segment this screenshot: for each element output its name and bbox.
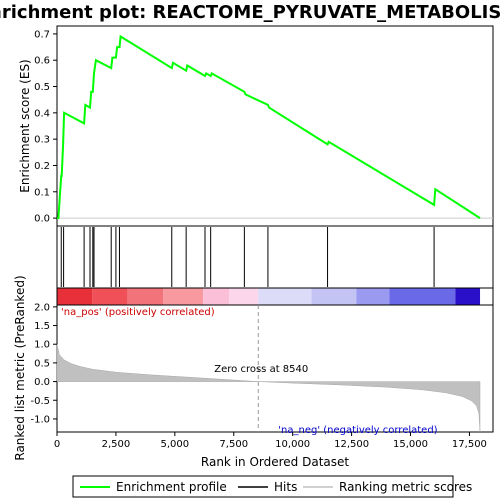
es-panel-frame xyxy=(56,25,494,227)
legend: Enrichment profile Hits Ranking metric s… xyxy=(72,475,472,498)
legend-label-metric: Ranking metric scores xyxy=(339,480,472,494)
x-tick-label: 17,500 xyxy=(452,439,487,450)
colorbar-segment xyxy=(455,288,481,305)
es-y-tick-label: 0.5 xyxy=(34,82,50,93)
metric-y-tick-label: 0.5 xyxy=(34,358,50,369)
es-y-tick-label: 0.3 xyxy=(34,135,50,146)
es-y-label: Enrichment score (ES) xyxy=(18,59,32,192)
chart-title: Enrichment plot: REACTOME_PYRUVATE_METAB… xyxy=(0,2,500,23)
es-y-tick-label: 0.4 xyxy=(34,108,50,119)
metric-panel-frame xyxy=(56,304,494,433)
es-panel: 0.0 0.1 0.2 0.3 0.4 0.5 0.6 0.7 Enrichment scor… xyxy=(18,25,494,227)
colorbar-segment xyxy=(311,288,357,305)
x-tick-label: 12,500 xyxy=(334,439,369,450)
hits-panel-frame xyxy=(56,225,494,289)
negative-correlation-label: 'na_neg' (negatively correlated) xyxy=(278,425,437,436)
metric-y-axis: -1.0 -0.5 0.0 0.5 1.0 1.5 2.0 xyxy=(30,302,57,425)
colorbar-segment xyxy=(92,288,128,305)
colorbar-segment xyxy=(258,288,312,305)
x-axis: 0 2,500 5,000 7,500 10,000 12,500 15,000 17,500 xyxy=(54,432,487,450)
x-tick-label: 7,500 xyxy=(219,439,248,450)
metric-y-tick-label: 2.0 xyxy=(34,302,50,313)
x-tick-label: 2,500 xyxy=(102,439,131,450)
metric-y-tick-label: 1.0 xyxy=(34,340,50,351)
ranking-metric-area xyxy=(56,344,481,433)
x-axis-label: Rank in Ordered Dataset xyxy=(201,455,349,469)
es-y-tick-label: 0.7 xyxy=(34,29,50,40)
colorbar-segment xyxy=(389,288,456,305)
colorbar-segment xyxy=(163,288,204,305)
hit-lines xyxy=(60,227,435,287)
metric-y-tick-label: 1.5 xyxy=(34,321,50,332)
colorbar-segment xyxy=(356,288,390,305)
es-y-tick-label: 0.0 xyxy=(34,214,50,225)
x-tick-label: 15,000 xyxy=(393,439,428,450)
colorbar-segment xyxy=(127,288,164,305)
zero-cross-label: Zero cross at 8540 xyxy=(214,364,308,375)
es-y-tick-label: 0.2 xyxy=(34,161,50,172)
metric-panel: -1.0 -0.5 0.0 0.5 1.0 1.5 2.0 'na_pos' (positi… xyxy=(13,275,494,461)
metric-y-tick-label: -0.5 xyxy=(30,396,50,407)
es-y-tick-label: 0.6 xyxy=(34,56,50,67)
es-y-axis: 0.0 0.1 0.2 0.3 0.4 0.5 0.6 0.7 xyxy=(34,29,493,225)
metric-y-tick-label: -1.0 xyxy=(30,414,50,425)
hits-panel xyxy=(56,225,494,289)
x-tick-label: 5,000 xyxy=(161,439,190,450)
x-tick-label: 0 xyxy=(54,439,60,450)
metric-y-label: Ranked list metric (PreRanked) xyxy=(13,275,27,460)
positive-correlation-label: 'na_pos' (positively correlated) xyxy=(61,307,215,318)
x-tick-label: 10,000 xyxy=(275,439,310,450)
es-y-tick-label: 0.1 xyxy=(34,187,50,198)
colorbar-segment xyxy=(57,288,93,305)
colorbar-segment xyxy=(203,288,230,305)
metric-y-tick-label: 0.0 xyxy=(34,377,50,388)
rank-colorbar xyxy=(56,287,494,306)
legend-label-enrichment: Enrichment profile xyxy=(116,480,227,494)
enrichment-profile-line xyxy=(57,34,481,220)
legend-label-hits: Hits xyxy=(274,480,297,494)
colorbar-segment xyxy=(229,288,259,305)
